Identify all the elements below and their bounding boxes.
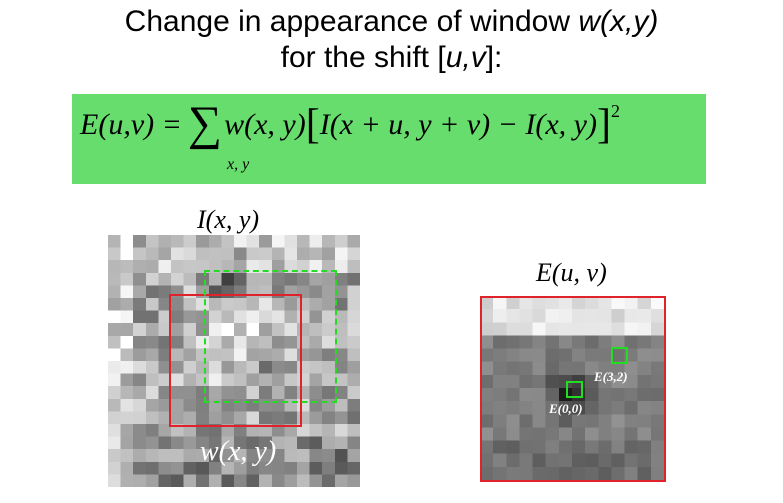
window-label: w(x, y)	[200, 436, 277, 467]
sum-symbol: ∑	[187, 96, 223, 150]
title-window-math: w(x,y)	[578, 5, 659, 38]
title-shift-pre: for the shift [	[280, 41, 446, 74]
equation-power: 2	[610, 100, 620, 121]
title-shift-math: u,v	[445, 41, 486, 74]
error-surface-label: E(u, v)	[536, 258, 607, 287]
window-box	[169, 294, 302, 427]
title-shift-post: ]:	[485, 41, 503, 74]
image-label: I(x, y)	[197, 205, 260, 234]
title-line-2: for the shift [u,v]:	[0, 40, 783, 76]
equation-box: E(u,v) = ∑ w(x, y) [ I(x + u, y + v) − I…	[72, 94, 706, 184]
sum-subscript: x, y	[227, 156, 250, 173]
equation: E(u,v) = ∑ w(x, y) [ I(x + u, y + v) − I…	[80, 96, 620, 152]
equation-window-term: w(x, y)	[224, 108, 306, 141]
error-surface-frame	[480, 296, 666, 482]
equation-lhs: E(u,v) =	[80, 108, 182, 141]
image-patch	[108, 235, 360, 487]
equation-difference: I(x + u, y + v) − I(x, y)	[319, 108, 597, 141]
error-surface	[480, 296, 664, 480]
title-line-1: Change in appearance of window w(x,y)	[0, 4, 783, 40]
bracket-close: ]	[596, 102, 611, 148]
marker-e32-label: E(3,2)	[594, 369, 628, 384]
marker-e00-box	[566, 381, 583, 398]
shifted-window-box	[204, 270, 337, 403]
bracket-open: [	[305, 102, 320, 148]
marker-e00-label: E(0,0)	[549, 401, 583, 416]
marker-e32-box	[611, 347, 628, 364]
title-text: Change in appearance of window	[124, 5, 579, 38]
